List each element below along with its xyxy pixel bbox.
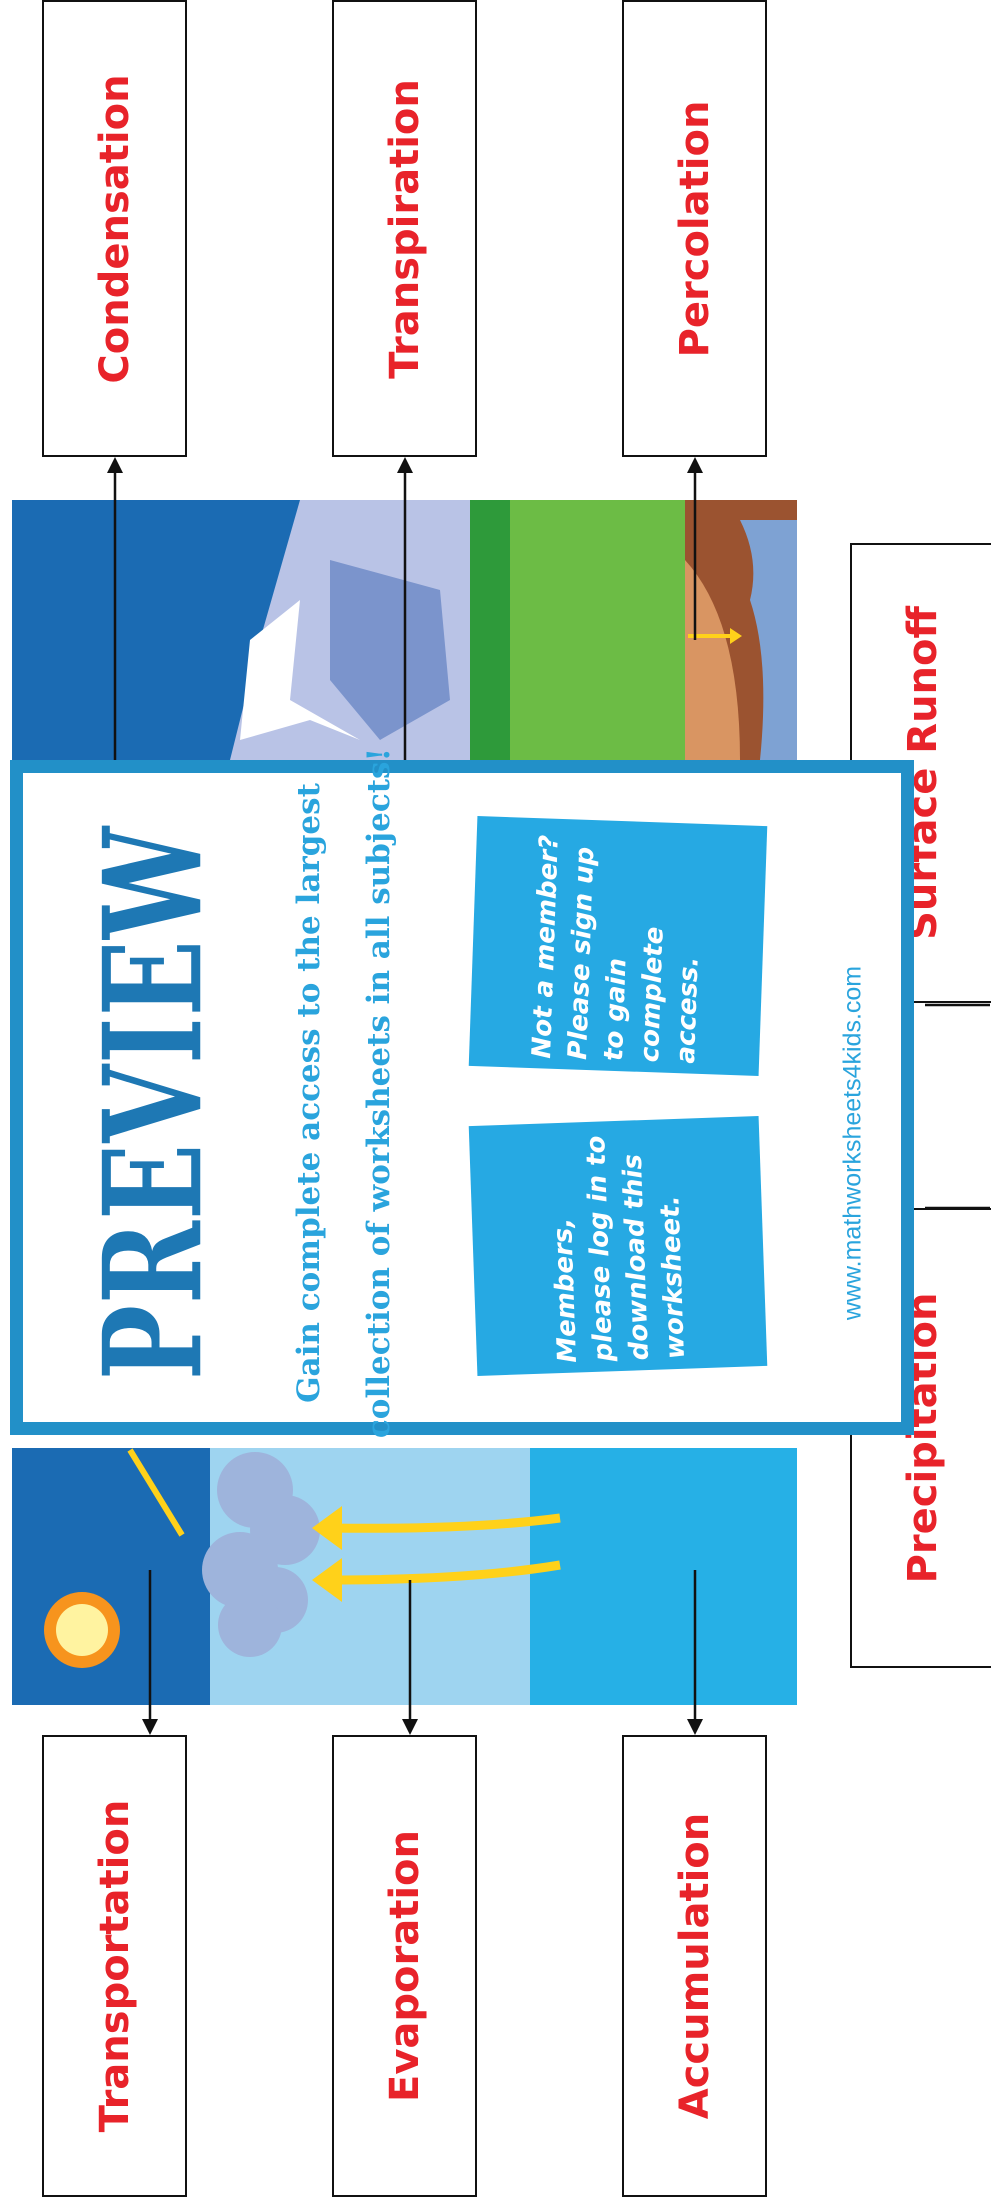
percolation-box[interactable]: Percolation <box>622 0 767 457</box>
transpiration-box[interactable]: Transpiration <box>332 0 477 457</box>
groundwater <box>740 520 797 760</box>
evaporation-box[interactable]: Evaporation <box>332 1735 477 2197</box>
preview-tagline-line-1: Gain complete access to the largest <box>291 783 327 1403</box>
sun-icon <box>44 1592 120 1668</box>
condensation-arrowhead <box>107 457 123 473</box>
water-body <box>530 1448 797 1705</box>
condensation-label: Condensation <box>91 73 138 384</box>
percolation-label: Percolation <box>671 100 718 357</box>
preview-title: PREVIEW <box>63 826 243 1380</box>
members-login-note[interactable]: Not a member? Please sign up to gain com… <box>468 816 768 1076</box>
evaporation-arrow-2 <box>329 1560 561 1585</box>
transportation-box[interactable]: Transportation <box>42 1735 187 2197</box>
condensation-box[interactable]: Condensation <box>42 0 187 457</box>
evaporation-arrow-1-head <box>312 1506 342 1550</box>
mountain-shade <box>330 560 450 740</box>
accumulation-label: Accumulation <box>671 1812 718 2120</box>
evaporation-label: Evaporation <box>381 1829 428 2103</box>
sky-band-bottom <box>12 1448 212 1705</box>
members-login-text: Not a member? Please sign up to gain com… <box>527 834 705 1064</box>
sun-ray <box>127 1448 185 1537</box>
percolation-arrowhead <box>687 457 703 473</box>
nonmembers-signup-note[interactable]: Members, please log in to download this … <box>468 1116 768 1376</box>
evaporation-arrowhead <box>402 1719 418 1735</box>
percolation-flow-head <box>730 628 742 644</box>
nonmembers-signup-text: Members, please log in to download this … <box>547 1135 691 1364</box>
transpiration-arrowhead <box>397 457 413 473</box>
transportation-arrowhead <box>142 1719 158 1735</box>
preview-title-text: PREVIEW <box>73 825 233 1381</box>
preview-tagline-line-2: collection of worksheets in all subjects… <box>361 747 397 1439</box>
accumulation-arrowhead <box>687 1719 703 1735</box>
accumulation-box[interactable]: Accumulation <box>622 1735 767 2197</box>
preview-overlay: PREVIEW Gain complete access to the larg… <box>10 748 914 1438</box>
soil-light <box>685 560 740 760</box>
evaporation-arrow-2-head <box>312 1558 342 1602</box>
transportation-label: Transportation <box>91 1799 138 2133</box>
cloud-icon <box>202 1452 320 1657</box>
evaporation-arrow-1 <box>329 1513 561 1533</box>
snow-cap <box>240 600 360 740</box>
transpiration-label: Transpiration <box>381 78 428 379</box>
website-link[interactable]: www.mathworksheets4kids.com <box>838 965 867 1321</box>
field <box>510 500 685 760</box>
